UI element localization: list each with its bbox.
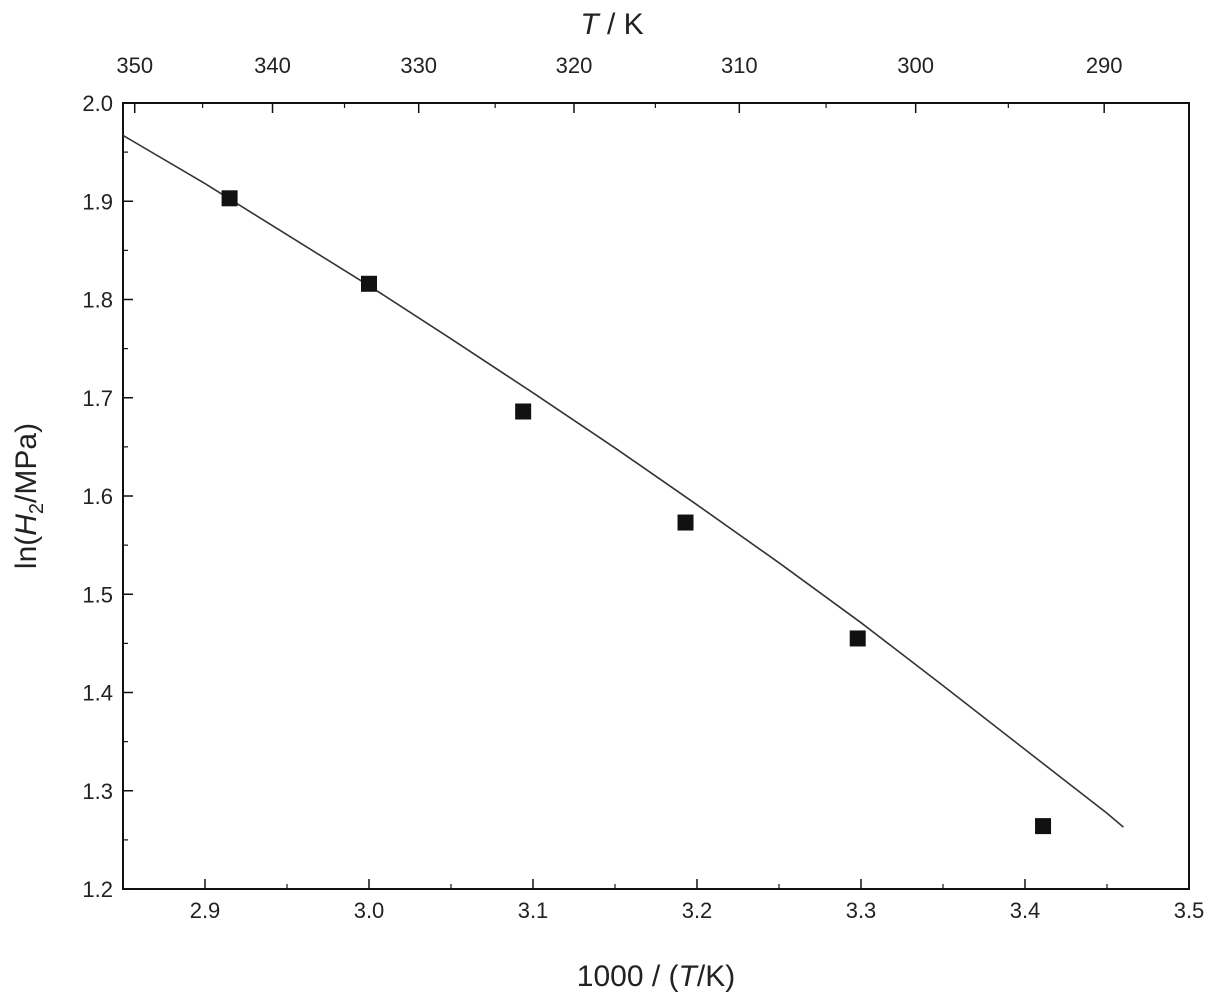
x-tick-label: 2.9 [190, 898, 221, 923]
ticks: 2.9 3.0 3.1 3.2 3.3 3.4 3.5 1.2 1.3 1.4 1.5 1.6 1.7 1… [82, 53, 1204, 923]
y-axis-title: ln(H2/MPa) [10, 423, 48, 569]
x-tick-label: 3.5 [1174, 898, 1205, 923]
data-marks [122, 134, 1124, 835]
y-tick-label: 1.3 [82, 779, 113, 804]
x-tick-label: 3.4 [1010, 898, 1041, 923]
top-tick-label: 310 [721, 53, 758, 78]
y-tick-label: 1.9 [82, 189, 113, 214]
x-axis-title: 1000 / (T/K) [577, 960, 735, 993]
top-tick-label: 340 [254, 53, 291, 78]
data-point [515, 403, 532, 420]
x-tick-label: 3.1 [518, 898, 549, 923]
top-tick-label: 350 [116, 53, 153, 78]
data-point [221, 190, 238, 207]
plot-frame [122, 102, 1190, 890]
y-tick-label: 1.8 [82, 288, 113, 313]
y-tick-label: 1.7 [82, 386, 113, 411]
data-point [1035, 818, 1052, 835]
top-tick-label: 320 [556, 53, 593, 78]
y-tick-label: 1.2 [82, 877, 113, 902]
y-tick-label: 1.4 [82, 681, 113, 706]
fit-curve [122, 134, 1124, 828]
data-point [849, 630, 866, 647]
top-tick-label: 290 [1086, 53, 1123, 78]
y-tick-label: 2.0 [82, 91, 113, 116]
x-tick-label: 3.2 [682, 898, 713, 923]
y-tick-label: 1.6 [82, 484, 113, 509]
data-point [361, 275, 377, 292]
x-tick-label: 3.0 [354, 898, 385, 923]
top-tick-label: 300 [897, 53, 934, 78]
y-tick-label: 1.5 [82, 582, 113, 607]
top-tick-label: 330 [400, 53, 437, 78]
data-point [677, 514, 694, 531]
x-tick-label: 3.3 [846, 898, 877, 923]
top-axis-title: T / K [580, 8, 643, 41]
